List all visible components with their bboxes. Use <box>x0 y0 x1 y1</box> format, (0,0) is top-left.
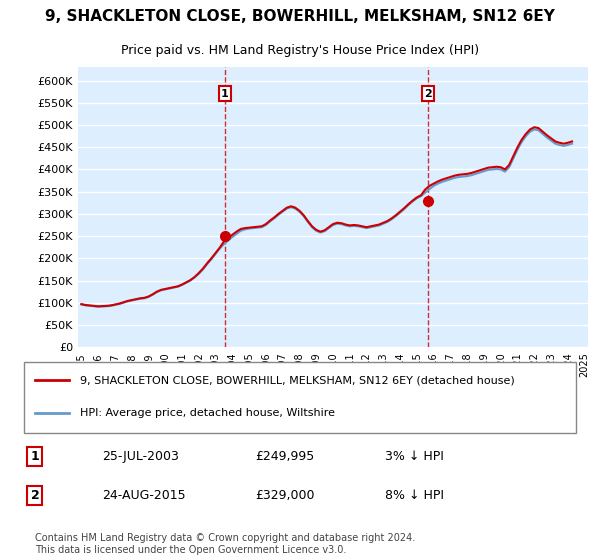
Text: 2: 2 <box>424 88 431 99</box>
Text: 9, SHACKLETON CLOSE, BOWERHILL, MELKSHAM, SN12 6EY (detached house): 9, SHACKLETON CLOSE, BOWERHILL, MELKSHAM… <box>80 375 515 385</box>
Text: 24-AUG-2015: 24-AUG-2015 <box>103 489 186 502</box>
Text: 1: 1 <box>31 450 39 463</box>
Text: £329,000: £329,000 <box>255 489 314 502</box>
Text: 8% ↓ HPI: 8% ↓ HPI <box>385 489 443 502</box>
Text: 1: 1 <box>221 88 229 99</box>
Text: Price paid vs. HM Land Registry's House Price Index (HPI): Price paid vs. HM Land Registry's House … <box>121 44 479 57</box>
Text: 3% ↓ HPI: 3% ↓ HPI <box>385 450 443 463</box>
Text: Contains HM Land Registry data © Crown copyright and database right 2024.
This d: Contains HM Land Registry data © Crown c… <box>35 533 415 555</box>
Text: 2: 2 <box>31 489 39 502</box>
Text: 9, SHACKLETON CLOSE, BOWERHILL, MELKSHAM, SN12 6EY: 9, SHACKLETON CLOSE, BOWERHILL, MELKSHAM… <box>45 10 555 24</box>
Text: 25-JUL-2003: 25-JUL-2003 <box>103 450 179 463</box>
Text: £249,995: £249,995 <box>255 450 314 463</box>
Text: HPI: Average price, detached house, Wiltshire: HPI: Average price, detached house, Wilt… <box>80 408 335 418</box>
FancyBboxPatch shape <box>23 362 577 433</box>
